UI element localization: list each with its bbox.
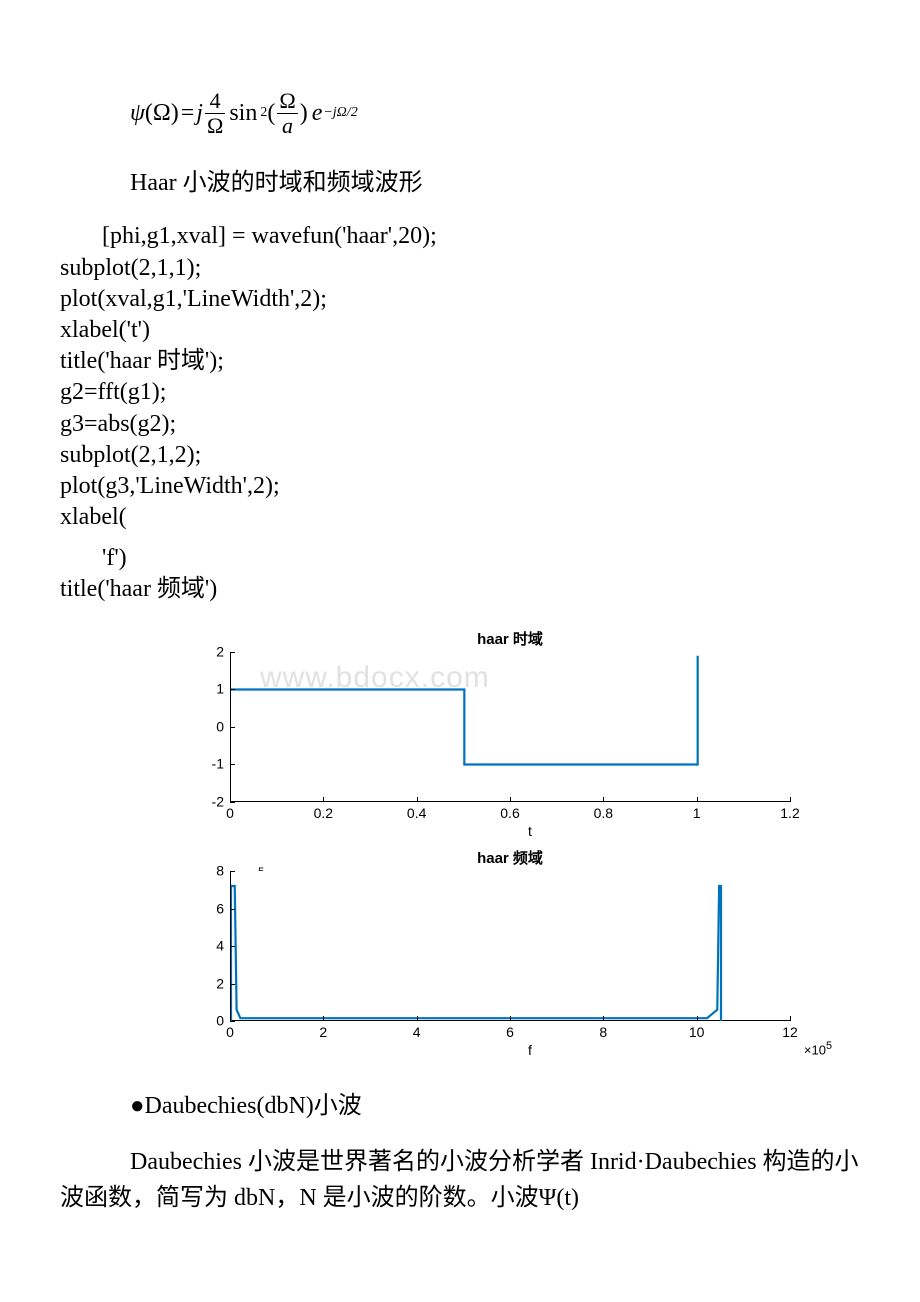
chart1-subplot: www.bdocx.com 00.20.40.60.811.2 t -2-101… — [190, 652, 830, 841]
chart1-xticks: 00.20.40.60.811.2 — [230, 802, 790, 820]
chart2-x-exponent: ×105 — [804, 1039, 832, 1059]
ytick-label: 6 — [190, 899, 224, 918]
xtick-label: 4 — [413, 1023, 421, 1042]
psi-t-inline: Ψ(t) — [539, 1185, 579, 1211]
xtick-label: 8 — [599, 1023, 607, 1042]
chart2-title: haar 频域 — [190, 849, 830, 869]
xtick-label: 0.8 — [594, 804, 613, 823]
formula-psi-omega: ψ (Ω) = j 4 Ω sin 2 ( Ω a ) e −jΩ/2 — [130, 90, 860, 137]
ytick-label: 0 — [190, 717, 224, 736]
formula-rparen: ) — [300, 97, 308, 129]
ytick-label: -2 — [190, 792, 224, 811]
ytick-label: 1 — [190, 680, 224, 699]
code-block-1: [phi,g1,xval] = wavefun('haar',20); subp… — [60, 221, 860, 533]
xtick-label: 10 — [689, 1023, 705, 1042]
xtick-label: 1 — [693, 804, 701, 823]
chart2-line — [231, 871, 791, 1021]
xtick-label: 0 — [226, 804, 234, 823]
formula-e-exp: −jΩ/2 — [323, 104, 357, 123]
formula-arg: (Ω) — [145, 97, 179, 129]
chart-container: haar 时域 www.bdocx.com 00.20.40.60.811.2 … — [190, 630, 830, 1060]
ytick-label: 0 — [190, 1012, 224, 1031]
daubechies-body: Daubechies 小波是世界著名的小波分析学者 Inrid·Daubechi… — [60, 1144, 860, 1216]
formula-lparen: ( — [267, 97, 275, 129]
chart2-xticks: 024681012 — [230, 1021, 790, 1039]
xtick-label: 0.6 — [500, 804, 519, 823]
xtick-label: 2 — [319, 1023, 327, 1042]
haar-desc-text: Haar 小波的时域和频域波形 — [130, 167, 860, 199]
xtick-label: 6 — [506, 1023, 514, 1042]
ytick-label: 2 — [190, 974, 224, 993]
formula-sin-exp: 2 — [260, 104, 267, 123]
chart2-axes — [230, 871, 790, 1021]
xtick-label: 12 — [782, 1023, 798, 1042]
chart2-subplot: 024681012 f ×105 02468 — [190, 871, 830, 1060]
formula-frac2: Ω a — [277, 90, 297, 137]
ytick-label: -1 — [190, 755, 224, 774]
formula-eq: = — [181, 97, 195, 129]
formula-sin: sin — [229, 97, 257, 129]
xtick-label: 0.2 — [314, 804, 333, 823]
xtick-label: 1.2 — [780, 804, 799, 823]
xtick-label: 0 — [226, 1023, 234, 1042]
chart1-line — [231, 652, 791, 802]
ytick-label: 8 — [190, 862, 224, 881]
ytick-label: 4 — [190, 937, 224, 956]
ytick-label: 2 — [190, 642, 224, 661]
formula-frac1: 4 Ω — [205, 90, 225, 137]
daubechies-bullet: ●Daubechies(dbN)小波 — [130, 1090, 860, 1122]
chart1-xlabel: t — [230, 822, 830, 841]
chart2-xlabel: f — [230, 1041, 830, 1060]
chart1-title: haar 时域 — [190, 630, 830, 650]
formula-psi: ψ — [130, 97, 145, 129]
chart1-axes — [230, 652, 790, 802]
formula-j: j — [196, 97, 203, 129]
formula-e: e — [312, 97, 323, 129]
xtick-label: 0.4 — [407, 804, 426, 823]
code-block-2: 'f') title('haar 频域') — [60, 543, 860, 605]
